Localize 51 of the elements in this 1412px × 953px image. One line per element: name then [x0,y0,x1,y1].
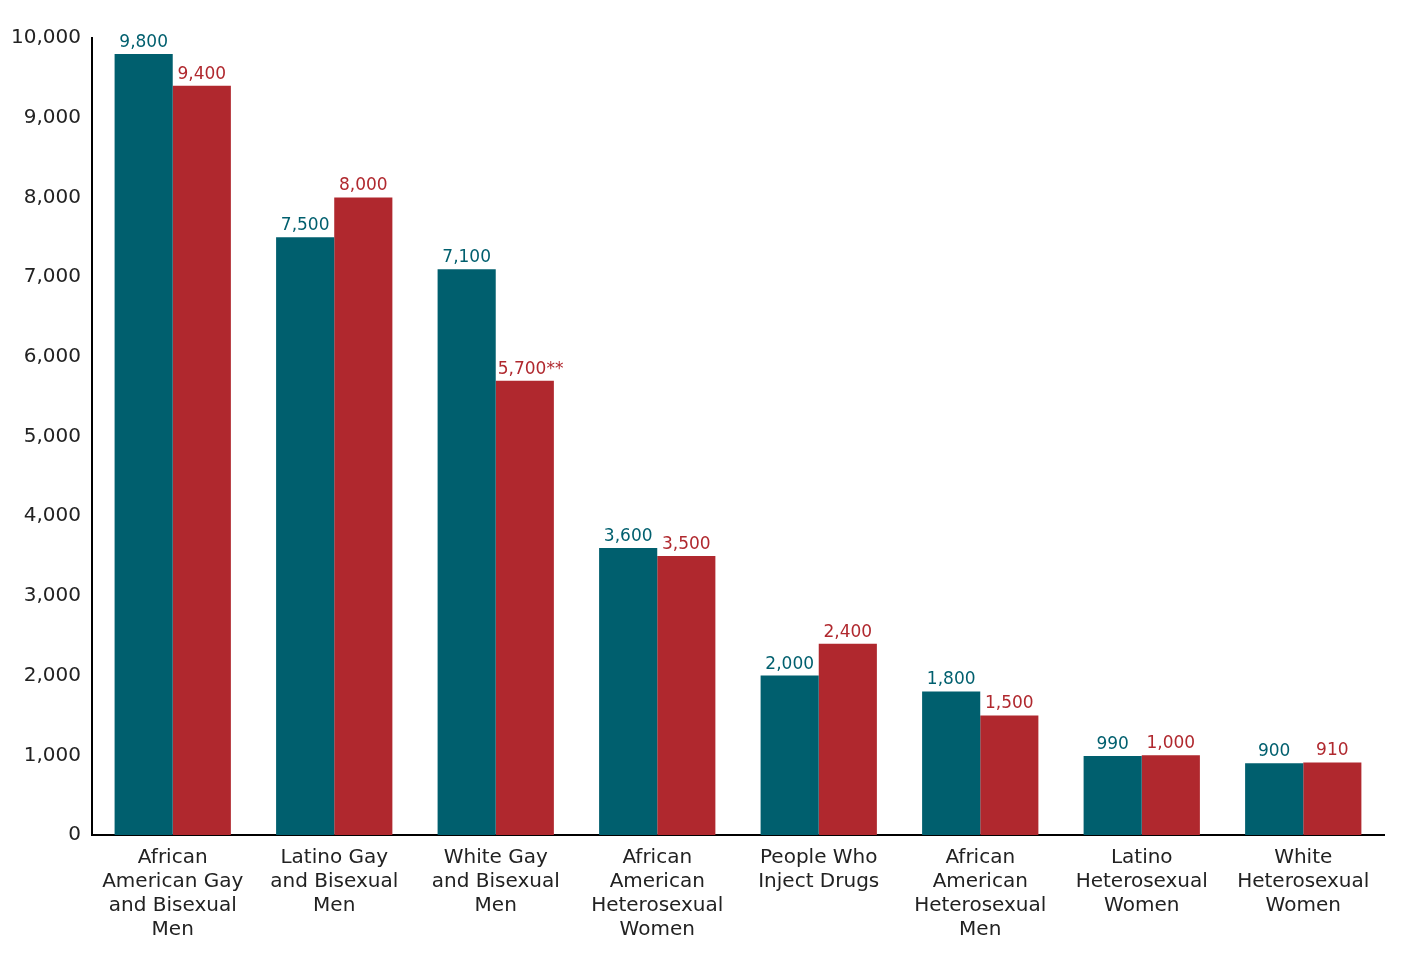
bar [437,269,496,835]
bar [114,53,173,835]
data-label: 2,400 [823,620,873,641]
x-tick-label: Latino Heterosexual Women [1075,844,1208,917]
x-tick-label: White Gay and Bisexual Men [431,844,560,917]
x-tick-label: Latino Gay and Bisexual Men [270,844,399,917]
data-label: 2,000 [765,652,815,673]
x-tick-label: African American Gay and Bisexual Men [102,844,244,941]
y-tick-label: 5,000 [23,422,81,447]
bar [1303,762,1362,835]
y-tick-label: 7,000 [23,263,81,288]
data-label: 1,500 [984,692,1034,713]
bar [657,556,716,835]
data-label: 3,600 [603,525,653,545]
y-tick-label: 1,000 [23,741,81,766]
data-label: 990 [1096,733,1129,754]
bar [276,237,335,835]
data-label: 9,400 [177,62,227,83]
y-tick-label: 3,000 [23,582,81,607]
data-label: 910 [1316,739,1349,760]
bar [1141,755,1200,835]
y-tick-label: 9,000 [23,103,81,128]
bar [172,85,231,835]
bar [760,675,819,835]
bar [980,715,1039,835]
x-tick-label: African American Heterosexual Women [591,844,724,941]
x-tick-label: People Who Inject Drugs [758,844,880,893]
bar [922,691,981,835]
x-tick-label: White Heterosexual Women [1237,844,1370,917]
data-label: 900 [1257,740,1291,761]
data-label: 1,800 [926,668,976,689]
y-tick-label: 10,000 [11,24,81,49]
bar [495,380,554,835]
data-label: 5,700** [497,357,564,378]
data-label: 7,100 [442,246,491,267]
data-label: 8,000 [338,174,388,195]
data-label: 7,500 [280,214,330,235]
bar [1083,756,1142,835]
x-tick-label: African American Heterosexual Men [914,844,1047,941]
y-tick-label: 6,000 [23,343,81,367]
y-tick-label: 0 [68,821,81,846]
y-tick-label: 2,000 [23,661,81,686]
y-tick-label: 4,000 [23,502,81,527]
bar [818,643,877,835]
data-label: 9,800 [119,30,168,51]
data-label: 1,000 [1146,732,1196,753]
y-tick-label: 8,000 [23,183,81,208]
bar [599,548,658,835]
data-label: 3,500 [661,532,711,553]
bar [334,197,393,835]
bar [1245,763,1304,835]
